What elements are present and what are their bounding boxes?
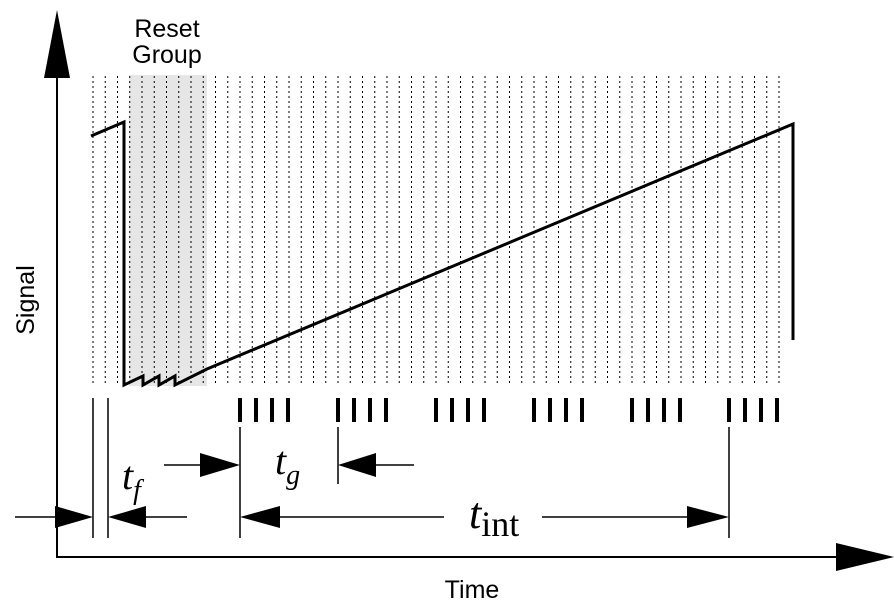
tint-label-main: t: [469, 489, 483, 538]
tf-arrow-left-head: [55, 506, 93, 528]
tint-arrow-right-head: [687, 506, 729, 528]
tint-label: tint: [469, 489, 519, 544]
y-axis-arrowhead: [44, 10, 70, 78]
tg-arrow-left-head: [200, 453, 240, 477]
x-axis-label: Time: [445, 576, 500, 604]
read-marks: [238, 398, 779, 422]
tg-arrow-right-head: [338, 453, 376, 477]
tf-label-sub: f: [133, 475, 144, 506]
tf-label: tf: [122, 453, 144, 506]
reset-label-line2: Group: [132, 41, 201, 69]
tg-label-sub: g: [286, 460, 300, 491]
tf-arrow-right-head: [108, 506, 146, 528]
tint-label-sub: int: [481, 504, 519, 544]
y-axis-label: Signal: [12, 265, 40, 335]
tint-arrow-left-head: [240, 506, 280, 528]
signal-trace: [90, 119, 795, 388]
reset-label-line1: Reset: [134, 15, 199, 43]
reset-group-shading: [129, 75, 207, 386]
tg-label: tg: [275, 438, 300, 491]
x-axis-arrowhead: [836, 543, 894, 571]
tg-label-main: t: [275, 438, 287, 483]
tf-label-main: t: [122, 453, 134, 498]
